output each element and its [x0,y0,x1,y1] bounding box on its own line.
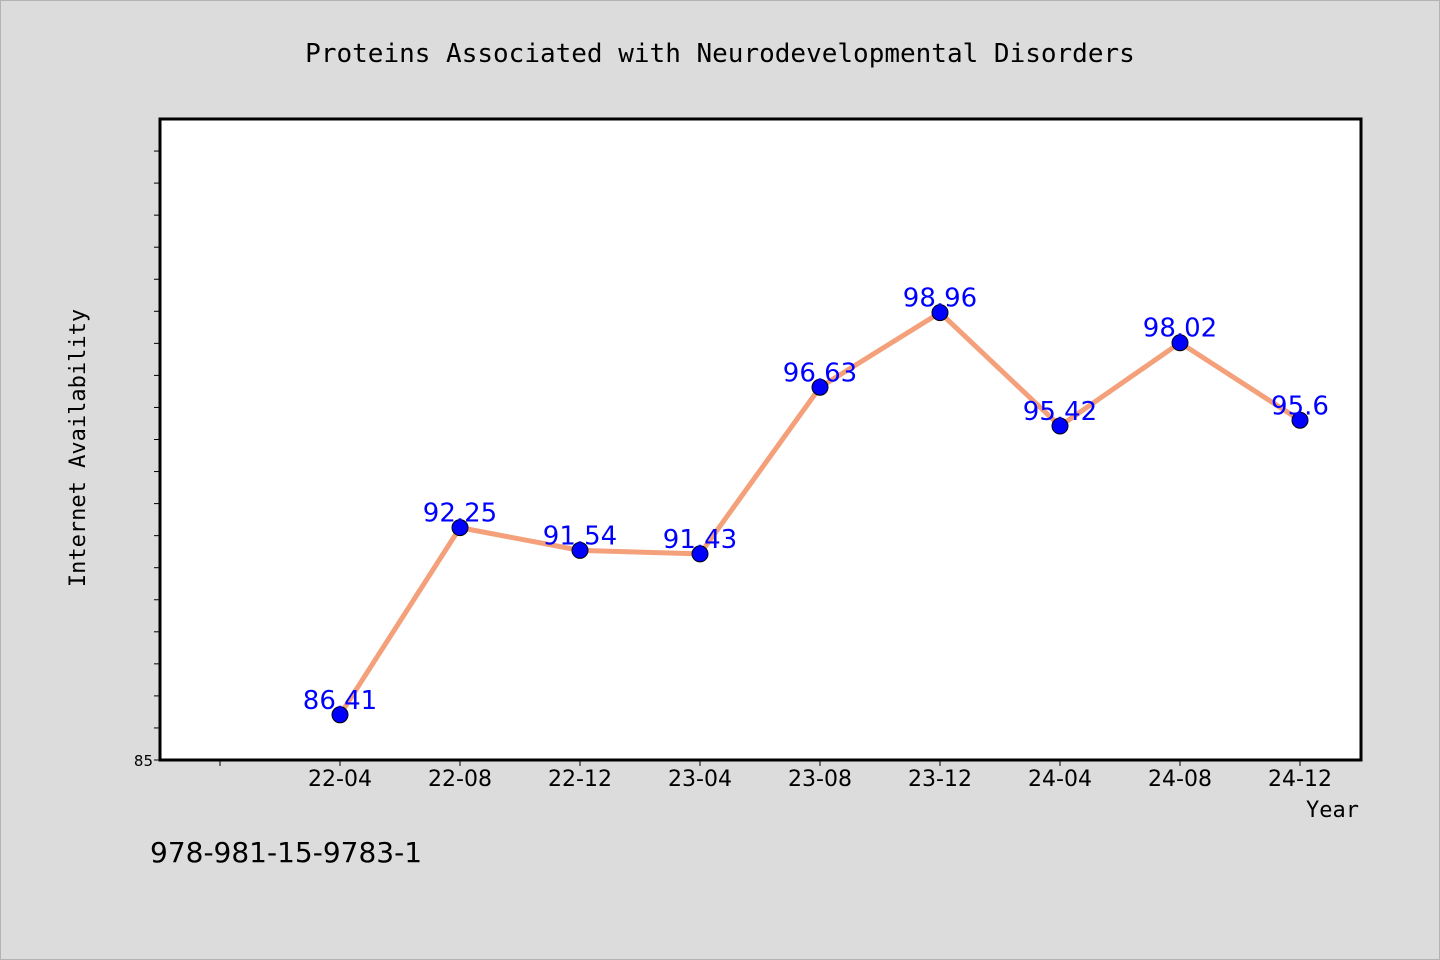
y-axis-ticks [154,150,160,761]
x-axis-ticks [219,760,1301,766]
data-label: 98.02 [1143,314,1217,344]
data-point [931,304,949,322]
plot-area [158,117,1363,762]
data-label: 91.43 [663,525,737,555]
isbn-footer: 978-981-15-9783-1 [150,836,422,869]
x-tick-label: 22-12 [548,767,612,792]
data-point [1051,417,1069,435]
x-tick-label: 22-08 [428,767,492,792]
data-point [451,519,469,537]
y-tick-label: 85 [134,752,153,770]
x-tick-label: 24-08 [1148,767,1212,792]
data-label: 91.54 [543,521,617,551]
data-point [1171,334,1189,352]
x-tick-label: 22-04 [308,767,372,792]
x-tick-labels: 22-04 22-08 22-12 23-04 23-08 23-12 24-04 24-08… [308,767,1332,792]
data-label: 96.63 [783,358,857,388]
data-point [331,706,349,724]
data-point [571,541,589,559]
x-tick-label: 24-04 [1028,767,1092,792]
x-tick-label: 23-12 [908,767,972,792]
data-points [331,304,1309,724]
data-label: 86.41 [303,686,377,716]
x-tick-label: 23-08 [788,767,852,792]
data-label: 92.25 [423,499,497,529]
data-point [1291,411,1309,429]
chart-title: Proteins Associated with Neurodevelopmen… [305,39,1135,69]
data-point [811,378,829,396]
data-label: 95.42 [1023,397,1097,427]
x-tick-label: 24-12 [1268,767,1332,792]
data-point [691,545,709,563]
x-axis-label: Year [1306,798,1359,823]
y-axis-label: Internet Availability [66,309,91,587]
data-label: 98.96 [903,284,977,314]
data-label: 95.6 [1271,391,1329,421]
data-labels: 86.41 92.25 91.54 91.43 96.63 98.96 95.42 98.02… [303,284,1329,716]
x-tick-label: 23-04 [668,767,732,792]
